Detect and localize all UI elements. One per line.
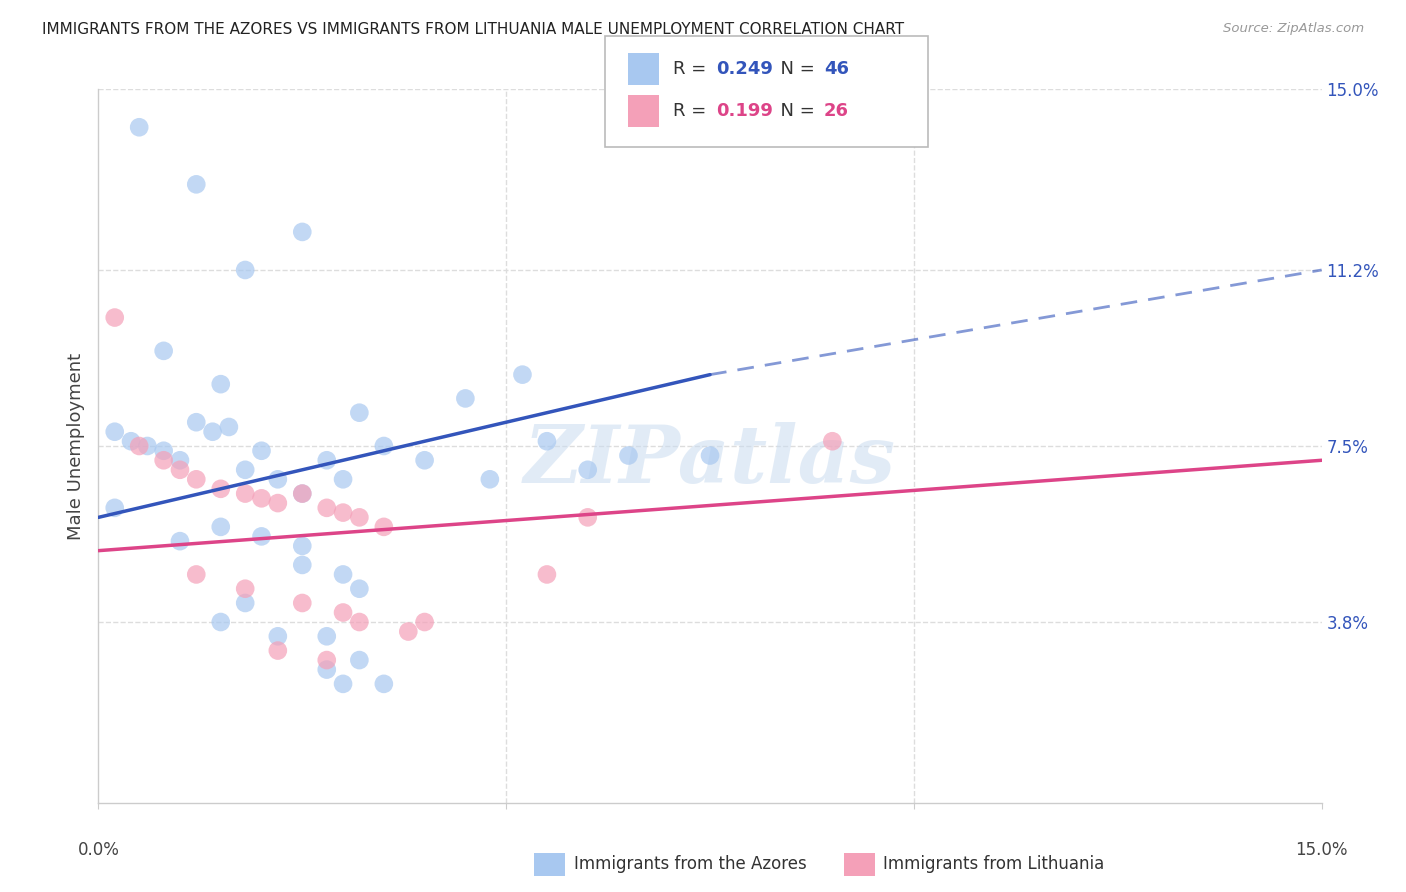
Point (536, 434, 558, 449)
Point (201, 425, 224, 439)
Text: IMMIGRANTS FROM THE AZORES VS IMMIGRANTS FROM LITHUANIA MALE UNEMPLOYMENT CORREL: IMMIGRANTS FROM THE AZORES VS IMMIGRANTS… (42, 22, 904, 37)
Point (152, 443, 174, 458)
Point (373, 677, 395, 691)
Point (576, 510, 599, 524)
Point (315, 500, 337, 515)
Point (349, 406, 371, 420)
Point (576, 463, 599, 477)
Point (291, 225, 314, 239)
Point (209, 482, 232, 496)
Point (478, 472, 501, 486)
Point (169, 534, 191, 549)
Point (186, 178, 208, 192)
Text: 26: 26 (824, 102, 849, 120)
Point (233, 463, 256, 477)
Point (413, 615, 436, 629)
Point (104, 310, 127, 325)
Point (291, 558, 314, 572)
Point (332, 506, 354, 520)
Point (349, 510, 371, 524)
Point (373, 439, 395, 453)
Point (128, 439, 150, 453)
Text: ZIPatlas: ZIPatlas (524, 422, 896, 499)
Point (315, 629, 337, 643)
Point (699, 449, 721, 463)
Point (250, 443, 273, 458)
Point (332, 472, 354, 486)
Point (169, 453, 191, 467)
Point (233, 582, 256, 596)
Point (233, 596, 256, 610)
Text: 0.199: 0.199 (716, 102, 772, 120)
Point (332, 567, 354, 582)
Y-axis label: Male Unemployment: Male Unemployment (66, 352, 84, 540)
Point (315, 653, 337, 667)
Text: 0.0%: 0.0% (77, 841, 120, 859)
Point (186, 567, 208, 582)
Point (209, 377, 232, 392)
Point (136, 439, 159, 453)
Point (120, 434, 142, 449)
Point (821, 434, 844, 449)
Point (267, 629, 290, 643)
Point (291, 486, 314, 500)
Text: Immigrants from the Azores: Immigrants from the Azores (574, 855, 807, 873)
Point (396, 624, 419, 639)
Point (128, 120, 150, 135)
Text: Immigrants from Lithuania: Immigrants from Lithuania (883, 855, 1104, 873)
Text: N =: N = (769, 60, 821, 78)
Point (209, 615, 232, 629)
Point (267, 472, 290, 486)
Point (169, 463, 191, 477)
Point (349, 582, 371, 596)
Point (186, 415, 208, 429)
Point (152, 453, 174, 467)
Text: 46: 46 (824, 60, 849, 78)
Point (104, 500, 127, 515)
Point (233, 486, 256, 500)
Text: R =: R = (673, 60, 713, 78)
Point (349, 653, 371, 667)
Point (413, 453, 436, 467)
Point (332, 606, 354, 620)
Point (454, 392, 477, 406)
Point (250, 491, 273, 506)
Text: 0.249: 0.249 (716, 60, 772, 78)
Point (209, 520, 232, 534)
Point (617, 449, 640, 463)
Point (233, 263, 256, 277)
Point (315, 663, 337, 677)
Point (267, 496, 290, 510)
Text: R =: R = (673, 102, 718, 120)
Point (267, 643, 290, 657)
Point (349, 615, 371, 629)
Text: 15.0%: 15.0% (1295, 841, 1348, 859)
Point (152, 343, 174, 358)
Point (291, 486, 314, 500)
Point (536, 567, 558, 582)
Text: Source: ZipAtlas.com: Source: ZipAtlas.com (1223, 22, 1364, 36)
Point (512, 368, 534, 382)
Point (315, 453, 337, 467)
Point (291, 596, 314, 610)
Point (373, 520, 395, 534)
Point (104, 425, 127, 439)
Point (291, 539, 314, 553)
Text: N =: N = (769, 102, 821, 120)
Point (332, 677, 354, 691)
Point (250, 529, 273, 543)
Point (186, 472, 208, 486)
Point (218, 420, 240, 434)
